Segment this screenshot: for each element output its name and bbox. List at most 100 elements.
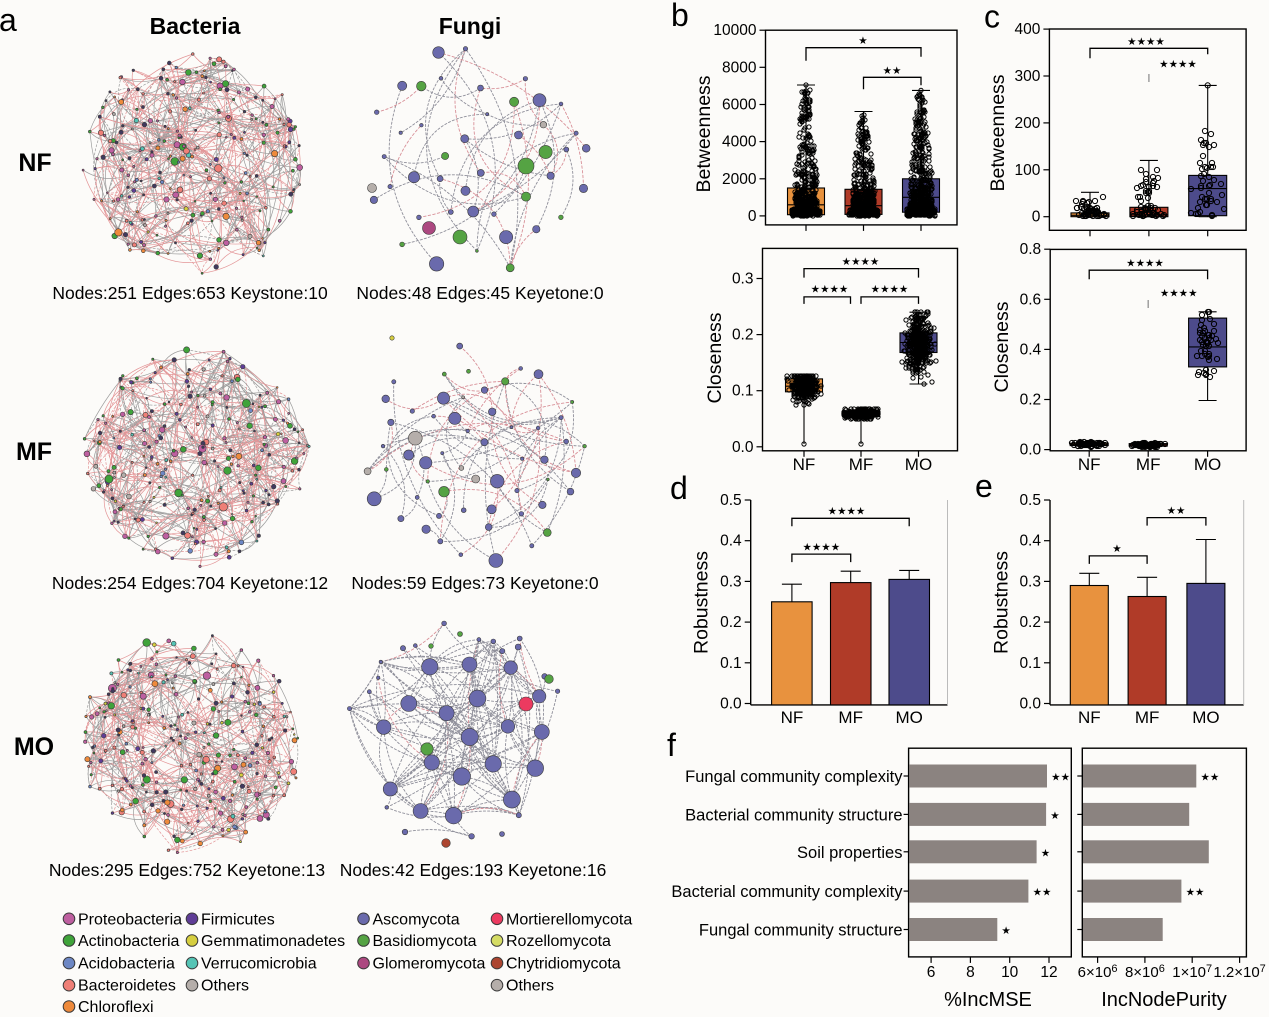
svg-text:0.3: 0.3 xyxy=(1019,573,1041,590)
svg-text:Closeness: Closeness xyxy=(991,301,1013,392)
svg-text:6000: 6000 xyxy=(722,97,757,114)
svg-text:Robustness: Robustness xyxy=(991,551,1013,654)
svg-text:6: 6 xyxy=(927,964,936,981)
svg-text:Bacterial community structure: Bacterial community structure xyxy=(685,806,902,824)
svg-text:Chytridiomycota: Chytridiomycota xyxy=(506,956,621,973)
svg-text:a: a xyxy=(0,2,17,38)
svg-text:Fungal community complexity: Fungal community complexity xyxy=(685,768,903,786)
svg-text:Rozellomycota: Rozellomycota xyxy=(506,933,611,950)
svg-text:0.2: 0.2 xyxy=(1020,392,1042,409)
svg-text:MO: MO xyxy=(1194,455,1221,474)
svg-text:Bacteria: Bacteria xyxy=(150,13,241,39)
svg-text:MF: MF xyxy=(849,455,874,474)
svg-text:300: 300 xyxy=(1015,68,1041,85)
svg-text:★: ★ xyxy=(1112,543,1122,555)
svg-text:Nodes:254 Edges:704 Keyetone:1: Nodes:254 Edges:704 Keyetone:12 xyxy=(52,573,328,593)
svg-text:★★: ★★ xyxy=(1186,887,1205,899)
svg-text:Nodes:59 Edges:73 Keyetone:0: Nodes:59 Edges:73 Keyetone:0 xyxy=(351,573,598,593)
svg-text:1×107: 1×107 xyxy=(1172,963,1212,981)
svg-text:★★★★: ★★★★ xyxy=(871,284,909,296)
svg-text:0.2: 0.2 xyxy=(732,327,754,344)
svg-text:Betweenness: Betweenness xyxy=(693,75,715,192)
svg-text:NF: NF xyxy=(781,708,804,727)
svg-text:Chloroflexi: Chloroflexi xyxy=(78,999,154,1016)
svg-text:e: e xyxy=(975,468,993,504)
svg-text:1.2×107: 1.2×107 xyxy=(1213,963,1265,981)
svg-text:MF: MF xyxy=(838,708,863,727)
svg-text:★★: ★★ xyxy=(1033,887,1052,899)
svg-text:NF: NF xyxy=(1078,455,1101,474)
svg-text:★★★★: ★★★★ xyxy=(1127,36,1165,48)
svg-text:Closeness: Closeness xyxy=(704,312,726,403)
svg-text:Robustness: Robustness xyxy=(691,551,713,654)
svg-text:Others: Others xyxy=(201,978,249,995)
svg-text:0.5: 0.5 xyxy=(720,492,742,509)
svg-text:6×106: 6×106 xyxy=(1078,963,1118,981)
svg-text:0.0: 0.0 xyxy=(1020,442,1042,459)
svg-text:0.1: 0.1 xyxy=(1019,655,1041,672)
svg-text:Fungal community structure: Fungal community structure xyxy=(699,922,903,940)
svg-text:Others: Others xyxy=(506,978,554,995)
svg-text:★★★★: ★★★★ xyxy=(811,284,849,296)
svg-text:Verrucomicrobia: Verrucomicrobia xyxy=(201,956,317,973)
svg-text:MF: MF xyxy=(1135,708,1160,727)
svg-text:MO: MO xyxy=(905,455,932,474)
svg-text:100: 100 xyxy=(1015,162,1041,179)
svg-text:★: ★ xyxy=(1050,810,1060,822)
svg-text:0.2: 0.2 xyxy=(720,614,742,631)
svg-text:MF: MF xyxy=(16,438,52,466)
svg-text:12: 12 xyxy=(1040,964,1057,981)
svg-text:★★★★: ★★★★ xyxy=(828,506,866,518)
svg-text:Nodes:48 Edges:45 Keyetone:0: Nodes:48 Edges:45 Keyetone:0 xyxy=(356,283,603,303)
svg-text:0.8: 0.8 xyxy=(1020,241,1042,258)
svg-text:0.4: 0.4 xyxy=(1020,341,1042,358)
svg-text:MO: MO xyxy=(896,708,923,727)
svg-text:0.5: 0.5 xyxy=(1019,492,1041,509)
svg-text:Nodes:42 Edges:193 Keyetone:16: Nodes:42 Edges:193 Keyetone:16 xyxy=(340,860,607,880)
svg-text:8: 8 xyxy=(966,964,975,981)
svg-text:10000: 10000 xyxy=(713,22,756,39)
svg-text:NF: NF xyxy=(793,455,816,474)
svg-text:0.1: 0.1 xyxy=(720,655,742,672)
svg-text:Fungi: Fungi xyxy=(439,13,502,39)
svg-text:0.3: 0.3 xyxy=(720,573,742,590)
svg-text:Bacteroidetes: Bacteroidetes xyxy=(78,978,176,995)
svg-text:0.4: 0.4 xyxy=(720,533,742,550)
svg-text:Actinobacteria: Actinobacteria xyxy=(78,933,179,950)
svg-text:Mortierellomycota: Mortierellomycota xyxy=(506,911,632,928)
svg-text:Glomeromycota: Glomeromycota xyxy=(373,956,486,973)
svg-text:★: ★ xyxy=(1041,847,1051,859)
svg-text:0.6: 0.6 xyxy=(1020,291,1042,308)
svg-text:8000: 8000 xyxy=(722,59,757,76)
svg-text:★★★★: ★★★★ xyxy=(1126,258,1164,270)
svg-text:MO: MO xyxy=(14,733,54,761)
svg-text:b: b xyxy=(671,0,689,33)
svg-text:★★★★: ★★★★ xyxy=(1160,288,1198,300)
svg-text:★★: ★★ xyxy=(1051,772,1070,784)
svg-text:Soil properties: Soil properties xyxy=(797,844,902,862)
svg-text:0.1: 0.1 xyxy=(732,383,754,400)
svg-text:0.4: 0.4 xyxy=(1019,533,1041,550)
svg-text:d: d xyxy=(670,470,688,506)
svg-text:★★: ★★ xyxy=(883,65,902,77)
svg-text:0.2: 0.2 xyxy=(1019,614,1041,631)
svg-text:★: ★ xyxy=(858,35,868,47)
svg-text:0.0: 0.0 xyxy=(720,696,742,713)
svg-text:8×106: 8×106 xyxy=(1125,963,1165,981)
svg-text:Nodes:251 Edges:653 Keystone:1: Nodes:251 Edges:653 Keystone:10 xyxy=(52,283,328,303)
svg-text:MF: MF xyxy=(1136,455,1161,474)
svg-text:f: f xyxy=(667,727,676,763)
svg-text:Gemmatimonadetes: Gemmatimonadetes xyxy=(201,933,345,950)
svg-text:★: ★ xyxy=(1001,925,1011,937)
svg-text:0.0: 0.0 xyxy=(1019,696,1041,713)
svg-text:4000: 4000 xyxy=(722,134,757,151)
svg-text:0.3: 0.3 xyxy=(732,271,754,288)
svg-text:★★: ★★ xyxy=(1200,772,1219,784)
svg-text:★★★★: ★★★★ xyxy=(842,256,880,268)
svg-text:Proteobacteria: Proteobacteria xyxy=(78,911,182,928)
svg-text:Basidiomycota: Basidiomycota xyxy=(373,933,477,950)
svg-text:★★★★: ★★★★ xyxy=(1159,59,1197,71)
svg-text:Acidobacteria: Acidobacteria xyxy=(78,956,175,973)
svg-text:200: 200 xyxy=(1015,115,1041,132)
svg-text:%IncMSE: %IncMSE xyxy=(944,989,1032,1011)
